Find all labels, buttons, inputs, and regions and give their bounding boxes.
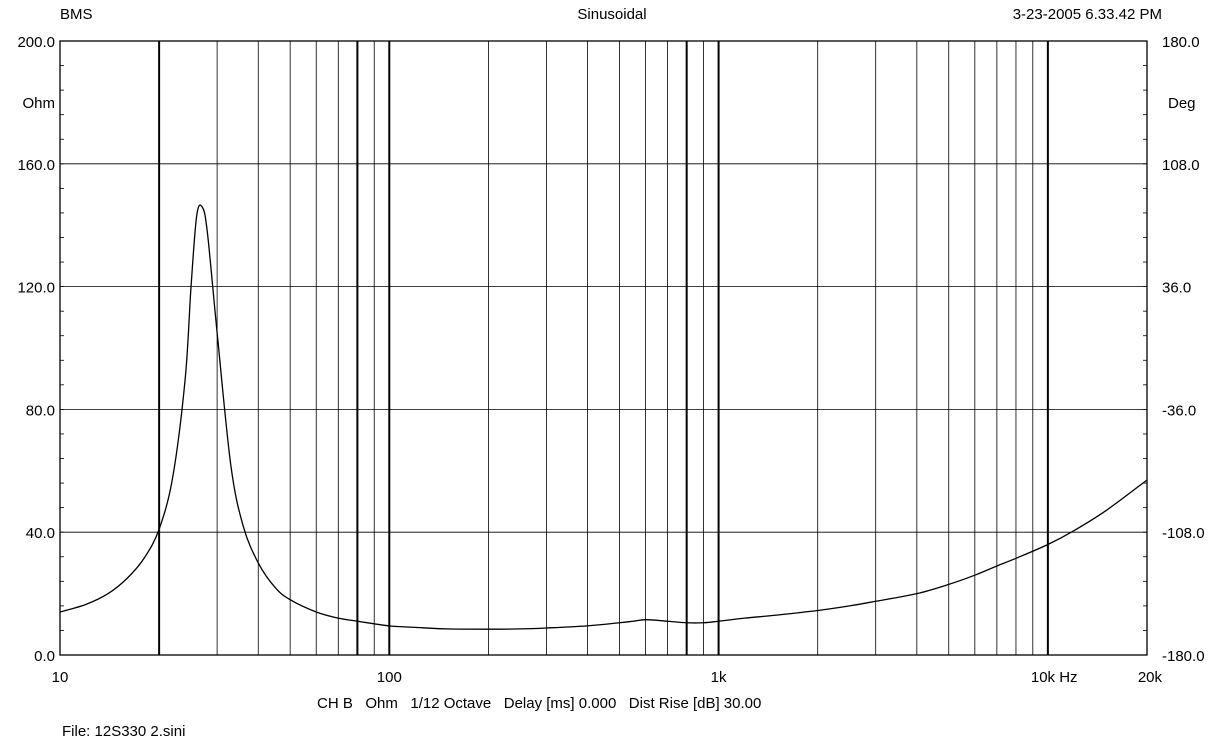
x-tick-label: 10: [52, 669, 69, 686]
footer-info: CH B Ohm 1/12 Octave Delay [ms] 0.000 Di…: [317, 695, 761, 712]
y-right-tick-label: 108.0: [1162, 157, 1200, 174]
x-tick-label: 20k: [1138, 669, 1163, 686]
y-left-tick-label: 200.0: [17, 34, 55, 51]
y-left-tick-label: 80.0: [26, 402, 55, 419]
plot-frame: [59, 40, 1148, 656]
impedance-curve: [59, 204, 1148, 630]
grid-lines: [60, 41, 1147, 655]
y-right-tick-label: -108.0: [1162, 525, 1205, 542]
y-left-tick-label: 40.0: [26, 525, 55, 542]
left-unit-label: Ohm: [22, 95, 55, 112]
header-right: 3-23-2005 6.33.42 PM: [1013, 6, 1162, 23]
y-right-tick-label: -36.0: [1162, 402, 1196, 419]
axis-labels: 0.0 40.0 80.0 120.0 160.0 200.0 -180.0 -108.0 -3…: [17, 34, 1204, 686]
y-left-tick-label: 160.0: [17, 157, 55, 174]
y-right-tick-label: 180.0: [1162, 34, 1200, 51]
x-tick-label: 10k Hz: [1031, 669, 1078, 686]
y-left-tick-label: 0.0: [34, 648, 55, 665]
right-unit-label: Deg: [1168, 95, 1196, 112]
footer-file: File: 12S330 2.sini: [62, 723, 185, 740]
y-right-tick-label: -180.0: [1162, 648, 1205, 665]
y-left-tick-label: 120.0: [17, 280, 55, 297]
header-center: Sinusoidal: [577, 6, 646, 23]
x-tick-label: 100: [377, 669, 402, 686]
header-left: BMS: [60, 6, 93, 23]
y-right-tick-label: 36.0: [1162, 280, 1191, 297]
x-tick-label: 1k: [711, 669, 727, 686]
